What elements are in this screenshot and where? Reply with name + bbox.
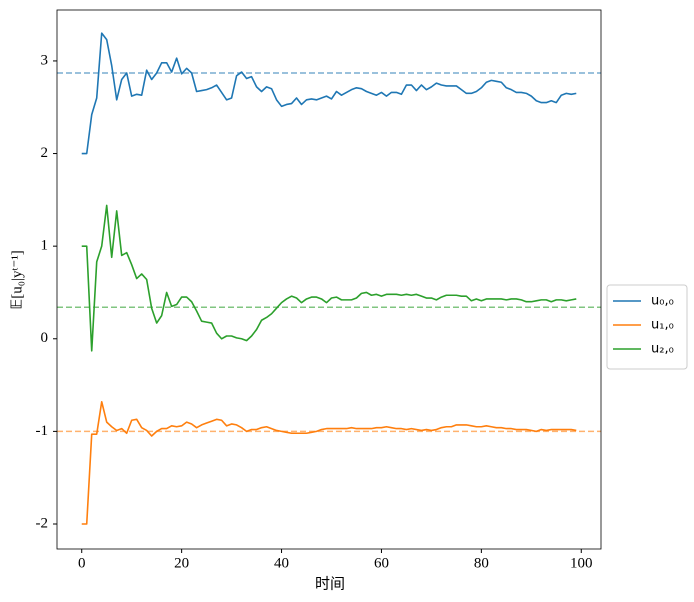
legend: u₀,₀ u₁,₀ u₂,₀ — [606, 284, 688, 370]
series-line — [81, 400, 577, 525]
x-tick-label: 80 — [474, 555, 489, 571]
y-tick-label: -1 — [36, 423, 49, 439]
y-tick-label: 2 — [41, 145, 49, 161]
legend-label: u₁,₀ — [651, 318, 674, 333]
x-tick-label: 100 — [570, 555, 593, 571]
series-line — [81, 204, 577, 352]
x-tick-label: 40 — [274, 555, 289, 571]
y-tick-label: 0 — [41, 330, 49, 346]
series-line — [81, 32, 577, 155]
legend-label: u₀,₀ — [651, 294, 674, 309]
x-tick-label: 20 — [174, 555, 189, 571]
x-axis-label: 时间 — [315, 575, 345, 592]
legend-box — [606, 284, 688, 370]
y-tick-label: -2 — [36, 515, 49, 531]
x-tick-label: 60 — [374, 555, 389, 571]
y-axis-label: 𝔼[u₀|yᵗ⁻¹] — [9, 250, 25, 309]
y-tick-label: 3 — [41, 52, 49, 68]
x-tick-label: 0 — [78, 555, 86, 571]
legend-label: u₂,₀ — [651, 342, 674, 357]
y-tick-label: 1 — [41, 238, 49, 254]
plot-frame — [56, 9, 602, 550]
